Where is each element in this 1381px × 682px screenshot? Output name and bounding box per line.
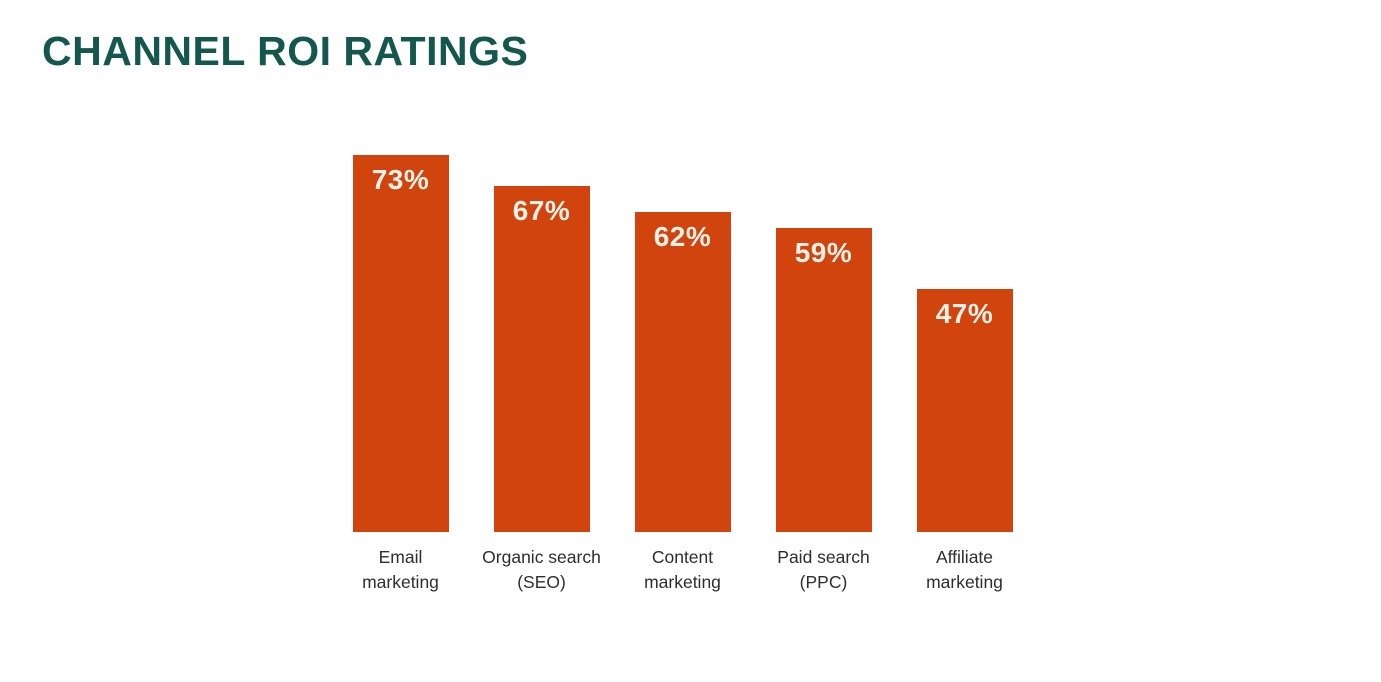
- page-title: CHANNEL ROI RATINGS: [42, 28, 529, 74]
- category-label-line: marketing: [644, 572, 721, 592]
- bar: 67%: [493, 186, 590, 532]
- bar: 73%: [352, 155, 449, 532]
- bar: 47%: [916, 289, 1013, 532]
- category-label: Organic search (SEO): [482, 545, 601, 595]
- labels-row: Email marketing Organic search (SEO) Content…: [353, 545, 1013, 595]
- category-label-line: Content: [651, 547, 714, 567]
- bar-value-label: 67%: [512, 195, 571, 226]
- bar: 59%: [775, 228, 872, 532]
- category-label-line: (PPC): [799, 572, 848, 592]
- bar-chart: 73% 67% 62% 59% 47% Email marketing Organic se…: [352, 0, 1013, 595]
- category-label-line: Organic search: [482, 547, 601, 567]
- bar: 62%: [634, 212, 731, 532]
- bar-value-label: 47%: [935, 298, 994, 329]
- category-label-line: Affiliate: [935, 547, 994, 567]
- bar-value-label: 59%: [794, 237, 853, 268]
- bars-row: 73% 67% 62% 59% 47%: [352, 0, 1013, 532]
- category-label-line: Email: [378, 547, 423, 567]
- bar-value-label: 73%: [371, 164, 430, 195]
- bar-value-label: 62%: [653, 221, 712, 252]
- category-label: Content marketing: [635, 545, 731, 595]
- category-label-line: marketing: [362, 572, 439, 592]
- category-label-line: (SEO): [517, 572, 566, 592]
- category-label: Email marketing: [353, 545, 449, 595]
- category-label-line: Paid search: [777, 547, 870, 567]
- category-label: Affiliate marketing: [917, 545, 1013, 595]
- category-label: Paid search (PPC): [776, 545, 872, 595]
- category-label-line: marketing: [926, 572, 1003, 592]
